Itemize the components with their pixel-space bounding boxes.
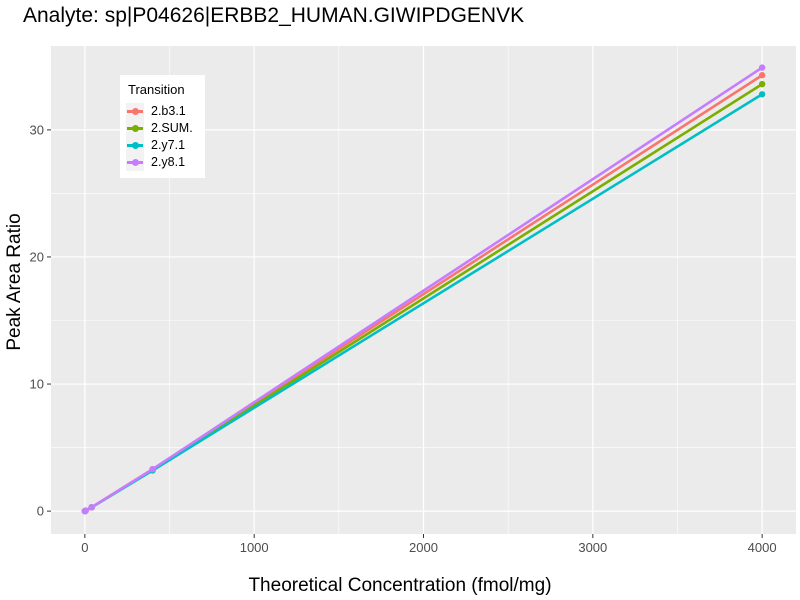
legend-item-b3: 2.b3.1 bbox=[120, 103, 205, 120]
x-tick-label: 3000 bbox=[578, 540, 607, 555]
legend-title: Transition bbox=[128, 82, 185, 97]
tick-labels: 0 1000 2000 3000 4000 0 10 20 30 bbox=[30, 122, 777, 555]
y-axis-label: Peak Area Ratio bbox=[4, 213, 25, 351]
data-point-2-y8-1 bbox=[88, 504, 95, 511]
chart-title: Analyte: sp|P04626|ERBB2_HUMAN.GIWIPDGEN… bbox=[23, 4, 525, 27]
legend-item-sum: 2.SUM. bbox=[120, 120, 205, 137]
y-tick-label: 20 bbox=[30, 249, 44, 264]
data-point-2-y8-1 bbox=[149, 465, 156, 473]
legend-label-sum: 2.SUM. bbox=[151, 121, 193, 135]
y-tick-label: 10 bbox=[30, 377, 44, 392]
x-tick-label: 1000 bbox=[240, 540, 269, 555]
legend-key-y8 bbox=[126, 154, 144, 171]
x-tick-label: 2000 bbox=[409, 540, 438, 555]
data-point-2-y8-1 bbox=[758, 64, 766, 71]
data-point-2-y8-1 bbox=[82, 507, 89, 514]
data-point-2-b3-1 bbox=[758, 72, 766, 79]
legend-key-b3 bbox=[126, 103, 144, 120]
x-axis-label: Theoretical Concentration (fmol/mg) bbox=[248, 575, 552, 596]
legend: Transition 2.b3.1 2.SUM. 2.y7.1 2.y8.1 bbox=[120, 75, 205, 178]
legend-item-y7: 2.y7.1 bbox=[120, 137, 205, 154]
legend-label-y7: 2.y7.1 bbox=[151, 138, 186, 152]
legend-label-y8: 2.y8.1 bbox=[151, 155, 186, 169]
y-tick-label: 0 bbox=[37, 504, 44, 519]
y-tick-label: 30 bbox=[30, 122, 44, 137]
data-point-2-sum bbox=[758, 80, 766, 88]
legend-label-b3: 2.b3.1 bbox=[151, 104, 186, 118]
x-tick-label: 4000 bbox=[748, 540, 777, 555]
legend-key-sum bbox=[126, 120, 144, 137]
axis-ticks bbox=[47, 129, 763, 538]
legend-item-y8: 2.y8.1 bbox=[120, 154, 205, 171]
series-layer bbox=[81, 64, 766, 515]
data-point-2-y7-1 bbox=[758, 91, 766, 98]
x-tick-label: 0 bbox=[81, 540, 88, 555]
legend-key-y7 bbox=[126, 137, 144, 154]
